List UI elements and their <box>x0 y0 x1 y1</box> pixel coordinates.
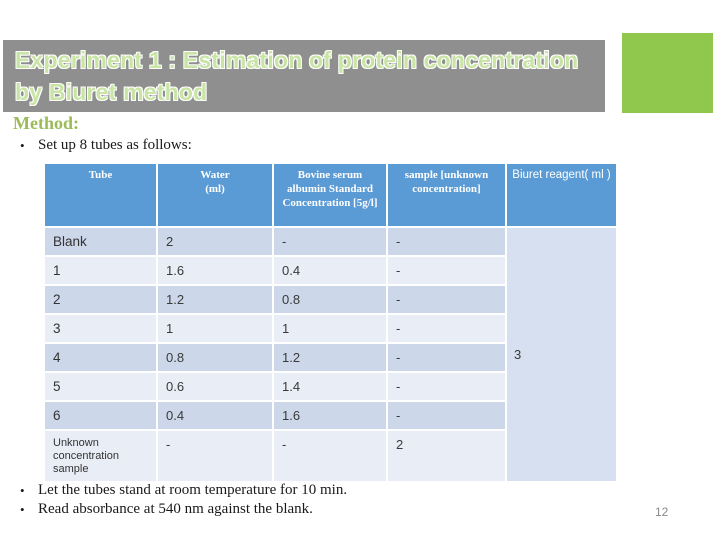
cell-bsa: 0.8 <box>274 286 386 313</box>
table-row: Blank 2 - - 3 <box>45 228 616 481</box>
cell-water: 1.6 <box>158 257 272 284</box>
cell-water: 1.2 <box>158 286 272 313</box>
cell-sample: - <box>388 228 505 255</box>
intro-bullet-list: • Set up 8 tubes as follows: <box>0 136 192 155</box>
cell-tube: 6 <box>45 402 156 429</box>
cell-bsa: 1.4 <box>274 373 386 400</box>
biuret-reagent-merged-cell: 3 <box>507 228 616 481</box>
table-row: 6 0.4 1.6 - <box>45 402 616 429</box>
bullet-icon: • <box>20 502 25 517</box>
bottom-bullet-text: Let the tubes stand at room temperature … <box>38 482 348 498</box>
slide-title: Experiment 1 : Estimation of protein con… <box>15 47 579 105</box>
table-row: 3 1 1 - <box>45 315 616 342</box>
col-header-bsa: Bovine serum albumin Standard Concentrat… <box>274 164 386 226</box>
list-item: • Read absorbance at 540 nm against the … <box>0 500 347 519</box>
list-item: • Let the tubes stand at room temperatur… <box>0 481 347 500</box>
cell-bsa: 0.4 <box>274 257 386 284</box>
cell-tube: Unknown concentration sample <box>45 431 156 481</box>
bullet-icon: • <box>20 138 25 153</box>
cell-water: - <box>158 431 272 481</box>
cell-sample: - <box>388 286 505 313</box>
intro-bullet-text: Set up 8 tubes as follows: <box>38 137 192 153</box>
accent-green-block <box>622 33 713 113</box>
cell-sample: - <box>388 315 505 342</box>
cell-tube: Blank <box>45 228 156 255</box>
bottom-bullet-list: • Let the tubes stand at room temperatur… <box>0 481 347 519</box>
cell-bsa: - <box>274 228 386 255</box>
table-row: Unknown concentration sample - - 2 <box>45 431 616 481</box>
cell-sample: 2 <box>388 431 505 481</box>
col-header-sample: sample [unknown concentration] <box>388 164 505 226</box>
tubes-table: Tube Water (ml) Bovine serum albumin Sta… <box>43 162 618 483</box>
table-header-row: Tube Water (ml) Bovine serum albumin Sta… <box>45 164 616 226</box>
cell-tube: 4 <box>45 344 156 371</box>
list-item: • Set up 8 tubes as follows: <box>0 136 192 155</box>
cell-bsa: 1.2 <box>274 344 386 371</box>
table-row: 4 0.8 1.2 - <box>45 344 616 371</box>
cell-bsa: - <box>274 431 386 481</box>
col-header-tube: Tube <box>45 164 156 226</box>
table-row: 1 1.6 0.4 - <box>45 257 616 284</box>
bullet-icon: • <box>20 483 25 498</box>
cell-sample: - <box>388 257 505 284</box>
cell-tube: 2 <box>45 286 156 313</box>
col-header-biuret-reagent: Biuret reagent( ml ) <box>507 164 616 226</box>
table-row: 2 1.2 0.8 - <box>45 286 616 313</box>
cell-water: 0.6 <box>158 373 272 400</box>
cell-tube: 3 <box>45 315 156 342</box>
cell-bsa: 1.6 <box>274 402 386 429</box>
cell-sample: - <box>388 373 505 400</box>
cell-water: 0.8 <box>158 344 272 371</box>
cell-water: 2 <box>158 228 272 255</box>
col-header-water: Water (ml) <box>158 164 272 226</box>
table-row: 5 0.6 1.4 - <box>45 373 616 400</box>
cell-sample: - <box>388 402 505 429</box>
cell-tube: 5 <box>45 373 156 400</box>
cell-sample: - <box>388 344 505 371</box>
cell-water: 1 <box>158 315 272 342</box>
cell-bsa: 1 <box>274 315 386 342</box>
cell-tube: 1 <box>45 257 156 284</box>
cell-water: 0.4 <box>158 402 272 429</box>
page-number: 12 <box>655 505 669 519</box>
title-banner: Experiment 1 : Estimation of protein con… <box>3 40 605 112</box>
method-heading: Method: <box>13 113 79 133</box>
bottom-bullet-text: Read absorbance at 540 nm against the bl… <box>38 501 313 517</box>
